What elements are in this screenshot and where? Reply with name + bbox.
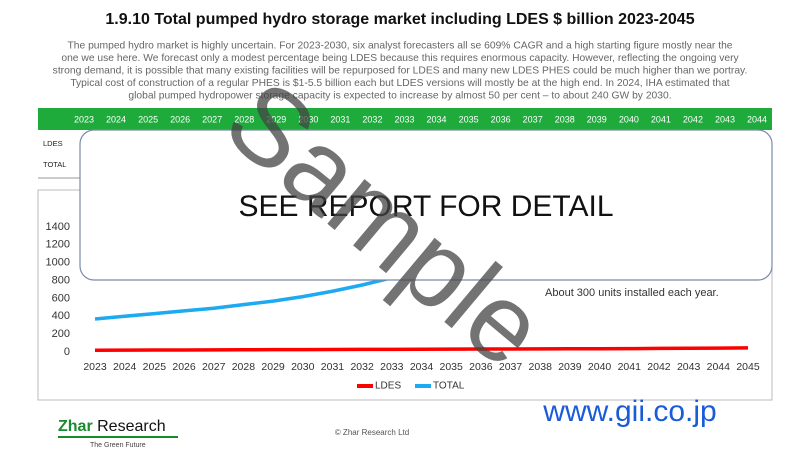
x-tick-label: 2026: [172, 361, 196, 373]
legend-label: LDES: [375, 381, 401, 392]
table-header-cell: 2042: [683, 114, 703, 124]
table-header-cell: 2025: [138, 114, 158, 124]
paragraph-line: Typical cost of construction of a regula…: [70, 78, 729, 89]
y-tick-label: 0: [64, 346, 70, 358]
legend-label: TOTAL: [433, 381, 465, 392]
table-header-cell: 2032: [362, 114, 382, 124]
table-header-cell: 2023: [74, 114, 94, 124]
x-tick-label: 2023: [83, 361, 107, 373]
paragraph-line: strong demand, it is possible that many …: [53, 66, 748, 77]
x-tick-label: 2040: [588, 361, 612, 373]
table-header-cell: 2034: [427, 114, 447, 124]
table-header-cell: 2024: [106, 114, 126, 124]
x-tick-label: 2041: [618, 361, 642, 373]
x-tick-label: 2037: [499, 361, 523, 373]
x-tick-label: 2042: [647, 361, 671, 373]
x-tick-label: 2030: [291, 361, 315, 373]
x-tick-label: 2027: [202, 361, 226, 373]
table-row-label: TOTAL: [43, 160, 66, 169]
x-tick-label: 2032: [350, 361, 374, 373]
line-series: [94, 346, 749, 352]
x-tick-label: 2044: [707, 361, 731, 373]
x-tick-label: 2033: [380, 361, 404, 373]
y-tick-label: 800: [52, 274, 70, 286]
x-tick-label: 2038: [529, 361, 553, 373]
table-header-cell: 2030: [298, 114, 318, 124]
table-header-cell: 2028: [234, 114, 254, 124]
x-tick-label: 2035: [440, 361, 464, 373]
table-header-cell: 2026: [170, 114, 190, 124]
table-header-cell: 2033: [394, 114, 414, 124]
table-header-cell: 2031: [330, 114, 350, 124]
x-tick-label: 2036: [469, 361, 493, 373]
logo-tagline: The Green Future: [90, 442, 146, 449]
logo-b: Research: [97, 418, 165, 435]
logo-a: Zhar: [58, 418, 97, 435]
y-tick-label: 400: [52, 310, 70, 322]
x-tick-label: 2031: [321, 361, 345, 373]
x-tick-label: 2029: [261, 361, 285, 373]
table-header-cell: 2029: [266, 114, 286, 124]
x-tick-label: 2045: [736, 361, 760, 373]
table-header-cell: 2027: [202, 114, 222, 124]
site: www.gii.co.jp: [542, 395, 716, 428]
logo: Zhar Research: [58, 418, 166, 435]
overlay-text: SEE REPORT FOR DETAIL: [238, 190, 613, 223]
y-tick-label: 200: [52, 328, 70, 340]
annotation: About 300 units installed each year.: [545, 287, 719, 299]
x-tick-label: 2025: [143, 361, 167, 373]
y-tick-label: 1400: [46, 221, 70, 233]
paragraph-line: The pumped hydro market is highly uncert…: [67, 41, 732, 52]
title: 1.9.10 Total pumped hydro storage market…: [105, 11, 694, 28]
table-header-cell: 2041: [651, 114, 671, 124]
x-tick-label: 2039: [558, 361, 582, 373]
table-header-cell: 2036: [491, 114, 511, 124]
x-tick-label: 2034: [410, 361, 434, 373]
table-header-cell: 2038: [555, 114, 575, 124]
overlay-box: [79, 129, 773, 281]
x-tick-label: 2024: [113, 361, 137, 373]
table-header-bg: [38, 108, 772, 130]
table-header-cell: 2039: [587, 114, 607, 124]
table-header-cell: 2043: [715, 114, 735, 124]
paragraph-line: one we use here. We forecast only a mode…: [61, 53, 739, 64]
y-tick-label: 600: [52, 292, 70, 304]
paragraph-line: global pumped hydropower storage capacit…: [128, 91, 671, 102]
y-tick-label: 1000: [46, 257, 70, 269]
x-tick-label: 2043: [677, 361, 701, 373]
table-header-cell: 2037: [523, 114, 543, 124]
table-header-cell: 2044: [747, 114, 767, 124]
footer: © Zhar Research Ltd: [335, 428, 409, 437]
table-row-label: LDES: [43, 139, 63, 148]
y-tick-label: 1200: [46, 239, 70, 251]
table-header-cell: 2040: [619, 114, 639, 124]
table-header-cell: 2035: [459, 114, 479, 124]
x-tick-label: 2028: [232, 361, 256, 373]
